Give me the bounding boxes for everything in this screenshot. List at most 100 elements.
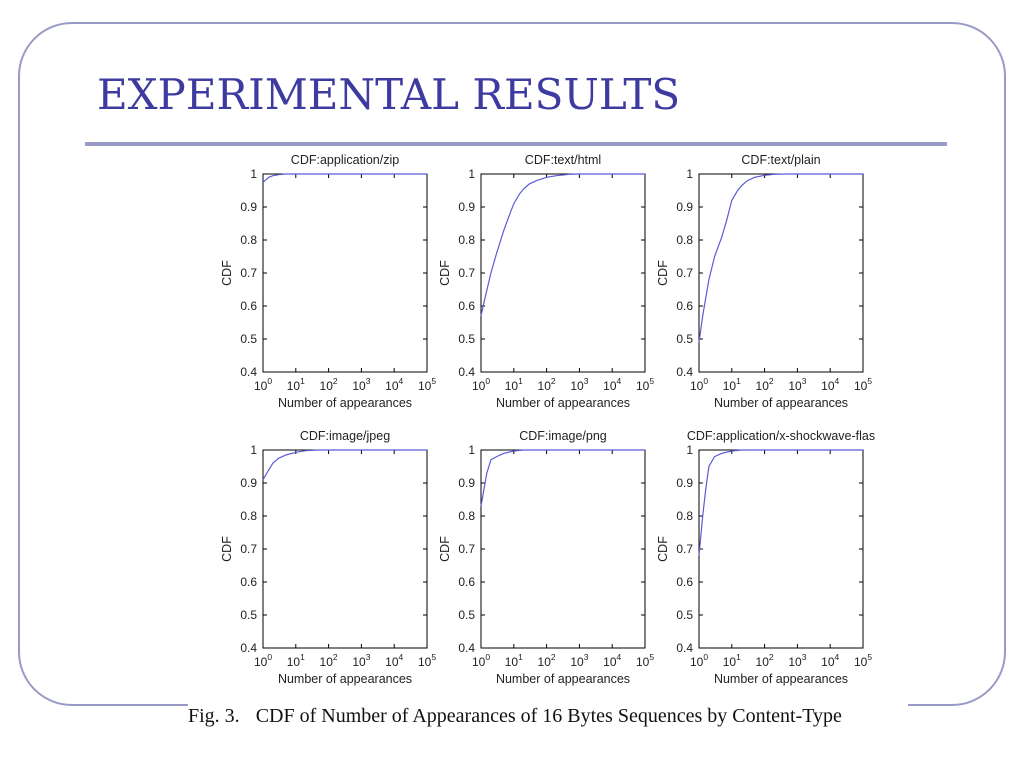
plot-area (698, 173, 864, 373)
x-axis-label: Number of appearances (496, 672, 630, 686)
y-axis-label: CDF (656, 260, 670, 286)
y-tick-label: 0.7 (240, 266, 257, 280)
subplot-title: CDF:image/jpeg (300, 429, 390, 443)
y-tick-label: 0.5 (240, 608, 257, 622)
y-tick-label: 0.9 (458, 200, 475, 214)
x-tick-label: 104 (385, 376, 403, 393)
cdf-subplot-6: CDF:application/x-shockwave-flas 0.4 0.5 0.… (656, 429, 875, 686)
y-tick-label: 1 (468, 443, 475, 457)
cdf-series-line (262, 173, 427, 183)
y-tick-label: 0.8 (240, 233, 257, 247)
y-tick-label: 0.6 (458, 299, 475, 313)
y-axis-label: CDF (220, 260, 234, 286)
slide-title: EXPERIMENTAL RESULTS (97, 70, 681, 119)
y-tick-label: 0.5 (240, 332, 257, 346)
y-tick-label: 0.9 (240, 200, 257, 214)
y-tick-label: 0.8 (458, 509, 475, 523)
y-tick-label: 0.5 (676, 608, 693, 622)
x-axis-label: Number of appearances (278, 672, 412, 686)
x-tick-label: 103 (352, 376, 370, 393)
x-tick-label: 104 (821, 376, 839, 393)
cdf-series-line (480, 449, 645, 507)
plot-area (262, 449, 428, 649)
plot-area (262, 173, 428, 373)
y-tick-label: 0.6 (240, 299, 257, 313)
y-tick-label: 0.9 (458, 476, 475, 490)
cdf-subplot-1: CDF:application/zip 0.4 0.5 0.6 0.7 0.8 0.9 1 10… (220, 153, 436, 410)
plot-area (698, 449, 864, 649)
cdf-series-line (262, 449, 427, 481)
x-tick-label: 102 (756, 652, 774, 669)
x-tick-label: 101 (287, 652, 305, 669)
x-tick-label: 104 (385, 652, 403, 669)
subplot-title: CDF:text/html (525, 153, 601, 167)
x-tick-label: 105 (418, 652, 436, 669)
plot-area (480, 449, 646, 649)
y-tick-label: 0.7 (676, 266, 693, 280)
y-tick-label: 1 (686, 167, 693, 181)
x-axis-label: Number of appearances (714, 396, 848, 410)
x-tick-label: 105 (854, 376, 872, 393)
cdf-subplot-4: CDF:image/jpeg 0.4 0.5 0.6 0.7 0.8 0.9 1 100 101 1… (220, 429, 436, 686)
subplot-title: CDF:text/plain (741, 153, 820, 167)
x-axis-label: Number of appearances (714, 672, 848, 686)
y-tick-label: 0.7 (458, 542, 475, 556)
y-tick-label: 0.8 (240, 509, 257, 523)
y-tick-label: 0.7 (676, 542, 693, 556)
y-tick-label: 0.4 (458, 641, 475, 655)
y-axis-label: CDF (220, 536, 234, 562)
x-tick-label: 103 (352, 652, 370, 669)
y-tick-label: 0.4 (240, 365, 257, 379)
x-tick-label: 104 (603, 652, 621, 669)
y-tick-label: 0.9 (676, 476, 693, 490)
y-tick-label: 0.7 (458, 266, 475, 280)
x-tick-label: 101 (505, 376, 523, 393)
title-divider (85, 142, 947, 146)
x-tick-label: 105 (636, 652, 654, 669)
slide-frame (18, 22, 1006, 706)
x-tick-label: 102 (320, 376, 338, 393)
cdf-subplot-5: CDF:image/png 0.4 0.5 0.6 0.7 0.8 0.9 1 100 101 10… (438, 429, 654, 686)
x-axis-label: Number of appearances (278, 396, 412, 410)
x-tick-label: 100 (472, 652, 490, 669)
y-tick-label: 0.8 (676, 509, 693, 523)
cdf-series-line (480, 173, 645, 317)
y-tick-label: 0.4 (458, 365, 475, 379)
figure-caption: Fig. 3. CDF of Number of Appearances of 1… (188, 703, 908, 763)
y-tick-label: 1 (250, 443, 257, 457)
caption-label: Fig. 3. (188, 705, 240, 727)
y-tick-label: 0.9 (240, 476, 257, 490)
x-tick-label: 101 (287, 376, 305, 393)
y-tick-label: 0.8 (458, 233, 475, 247)
x-tick-label: 105 (418, 376, 436, 393)
y-tick-label: 0.5 (458, 608, 475, 622)
x-tick-label: 100 (254, 376, 272, 393)
y-tick-label: 1 (250, 167, 257, 181)
cdf-subplot-3: CDF:text/plain 0.4 0.5 0.6 0.7 0.8 0.9 1 100 101 1… (656, 153, 872, 410)
x-tick-label: 101 (723, 652, 741, 669)
y-tick-label: 0.5 (458, 332, 475, 346)
y-tick-label: 0.9 (676, 200, 693, 214)
caption-text: CDF of Number of Appearances of 16 Bytes… (255, 705, 842, 727)
y-tick-label: 0.5 (676, 332, 693, 346)
x-tick-label: 100 (472, 376, 490, 393)
y-tick-label: 0.6 (676, 575, 693, 589)
x-tick-label: 102 (538, 376, 556, 393)
subplot-title: CDF:image/png (519, 429, 607, 443)
y-tick-label: 0.6 (240, 575, 257, 589)
subplot-title: CDF:application/x-shockwave-flas (687, 429, 875, 443)
y-tick-label: 0.7 (240, 542, 257, 556)
subplot-title: CDF:application/zip (291, 153, 399, 167)
x-tick-label: 100 (690, 652, 708, 669)
y-tick-label: 1 (686, 443, 693, 457)
cdf-series-line (698, 449, 863, 556)
x-tick-label: 104 (603, 376, 621, 393)
x-tick-label: 102 (756, 376, 774, 393)
x-tick-label: 104 (821, 652, 839, 669)
y-tick-label: 0.6 (458, 575, 475, 589)
x-tick-label: 102 (538, 652, 556, 669)
x-tick-label: 103 (788, 376, 806, 393)
x-tick-label: 101 (505, 652, 523, 669)
x-tick-label: 103 (570, 652, 588, 669)
cdf-subplot-2: CDF:text/html 0.4 0.5 0.6 0.7 0.8 0.9 1 100 101 10… (438, 153, 654, 410)
